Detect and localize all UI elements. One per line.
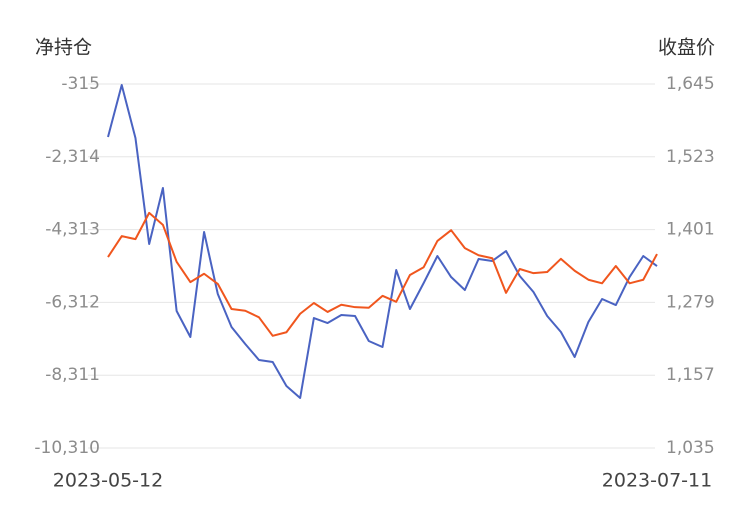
x-tick-label: 2023-07-11 xyxy=(602,470,712,492)
left-tick-label: -315 xyxy=(61,74,100,94)
left-tick-label: -8,311 xyxy=(45,365,100,385)
right-tick-label: 1,523 xyxy=(666,147,715,167)
left-tick-label: -10,310 xyxy=(34,438,100,458)
right-tick-label: 1,035 xyxy=(666,438,715,458)
right-tick-label: 1,279 xyxy=(666,292,715,312)
x-tick-label: 2023-05-12 xyxy=(53,470,163,492)
series-line xyxy=(107,83,658,399)
y-axis-title: 净持仓 xyxy=(35,37,92,59)
right-tick-label: 1,157 xyxy=(666,365,715,385)
left-tick-label: -6,312 xyxy=(45,292,100,312)
y2-axis-title: 收盘价 xyxy=(658,37,715,59)
right-tick-label: 1,401 xyxy=(666,220,715,240)
left-tick-label: -4,313 xyxy=(45,220,100,240)
right-tick-label: 1,645 xyxy=(666,74,715,94)
left-tick-label: -2,314 xyxy=(45,147,100,167)
series-line xyxy=(107,211,658,337)
